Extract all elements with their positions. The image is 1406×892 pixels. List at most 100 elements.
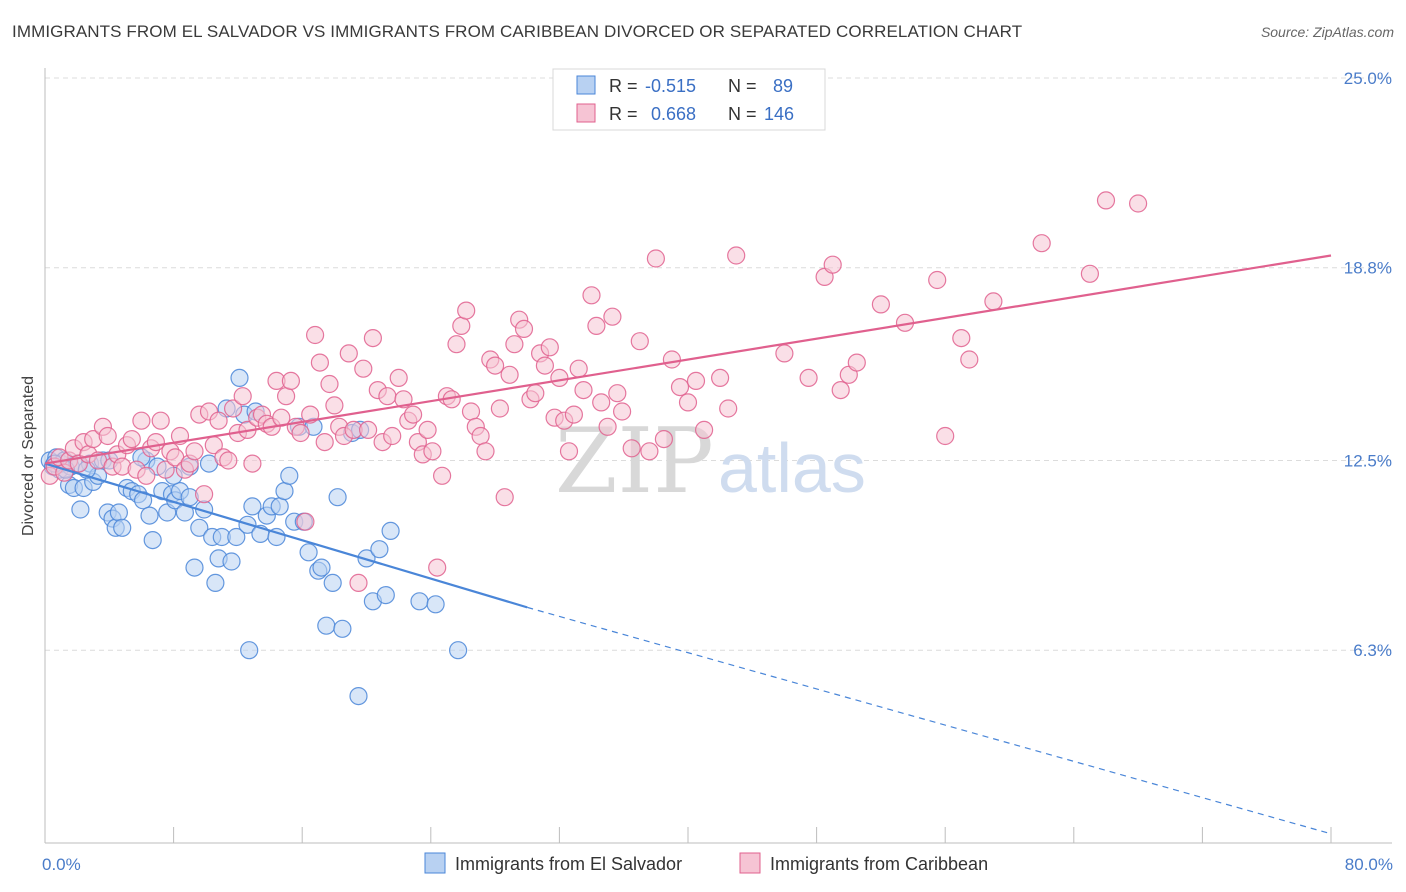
y-tick-label: 6.3% [1353,641,1392,660]
point-caribbean [306,325,325,345]
watermark-zip: ZIP [555,409,714,514]
point-caribbean [686,371,706,390]
point-caribbean [535,356,555,375]
stats-pink-swatch [576,103,596,123]
point-caribbean [156,460,175,479]
point-caribbean [394,390,413,409]
series-caribbean [40,191,1148,593]
stats-blue-swatch [576,75,596,95]
trend-line-caribbean [44,254,1332,465]
point-caribbean [428,558,447,577]
point-caribbean [654,430,674,449]
point-caribbean [526,384,545,403]
point-el-salvador [449,641,468,660]
legend-blue-swatch [424,852,446,874]
point-caribbean [775,344,794,363]
point-caribbean [224,399,243,418]
point-el-salvador [240,641,259,660]
x-tick-label-min: 0.0% [42,855,81,874]
stats-blue-n-label: N = [728,76,757,96]
point-caribbean [662,350,682,369]
point-caribbean [132,411,151,430]
stats-blue-r-label: R = [609,76,638,96]
point-el-salvador [270,497,289,516]
point-caribbean [608,384,627,403]
point-caribbean [550,368,569,387]
point-caribbean [433,466,452,485]
trend-line-el-salvador [44,462,528,609]
point-el-salvador [328,488,347,507]
legend-pink-label: Immigrants from Caribbean [770,854,988,874]
point-caribbean [710,368,730,387]
point-caribbean [277,387,296,406]
stats-box-frame [552,68,826,131]
point-caribbean [363,329,382,348]
point-el-salvador [426,595,445,614]
point-el-salvador [275,482,294,501]
point-caribbean [490,399,509,418]
point-caribbean [592,393,611,412]
point-caribbean [799,368,818,387]
legend-pink-swatch [739,852,761,874]
point-caribbean [598,417,617,436]
point-caribbean [359,420,378,439]
point-caribbean [831,381,850,400]
point-caribbean [1080,264,1100,283]
point-caribbean [146,433,165,452]
stats-box: R = -0.515 N = 89 R = 0.668 N = 146 [552,68,826,131]
point-caribbean [646,249,666,268]
point-el-salvador [190,518,209,537]
grid-lines [45,77,1392,651]
point-caribbean [569,359,588,378]
point-caribbean [540,338,559,357]
point-caribbean [936,426,955,446]
point-el-salvador [349,686,368,706]
point-caribbean [219,451,238,470]
point-caribbean [281,371,300,390]
point-caribbean [727,246,746,265]
point-caribbean [383,426,402,446]
point-caribbean [325,396,344,415]
point-caribbean [505,335,524,354]
stats-pink-r-label: R = [609,104,638,124]
point-caribbean [495,488,514,507]
point-caribbean [486,356,505,375]
point-caribbean [349,573,368,593]
legend: Immigrants from El Salvador Immigrants f… [424,852,988,874]
chart-title: IMMIGRANTS FROM EL SALVADOR VS IMMIGRANT… [12,22,1023,41]
point-caribbean [960,350,979,369]
point-caribbean [404,405,423,424]
point-el-salvador [227,527,246,547]
point-caribbean [339,344,358,363]
point-caribbean [209,411,228,430]
point-el-salvador [299,543,318,562]
trend-lines [44,254,1332,835]
point-caribbean [719,399,738,418]
point-caribbean [670,378,690,397]
point-caribbean [122,430,141,449]
stats-pink-n-value: 146 [764,104,794,124]
point-caribbean [1128,194,1148,213]
point-caribbean [514,319,534,338]
point-caribbean [243,454,262,473]
point-caribbean [582,286,601,305]
point-el-salvador [140,506,159,525]
point-caribbean [559,442,579,461]
stats-blue-r-value: -0.515 [645,76,696,96]
point-caribbean [471,426,490,446]
point-caribbean [320,374,339,394]
point-caribbean [823,255,842,274]
point-el-salvador [71,500,90,519]
source-credit: Source: ZipAtlas.com [1260,24,1394,40]
point-el-salvador [206,573,225,593]
point-caribbean [694,420,714,439]
point-el-salvador [376,585,395,605]
point-caribbean [603,307,622,326]
point-el-salvador [317,616,336,635]
point-caribbean [195,485,214,504]
y-axis-label: Divorced or Separated [20,376,37,536]
point-el-salvador [333,619,352,638]
point-caribbean [847,353,866,372]
point-caribbean [296,512,315,531]
point-caribbean [310,353,329,372]
